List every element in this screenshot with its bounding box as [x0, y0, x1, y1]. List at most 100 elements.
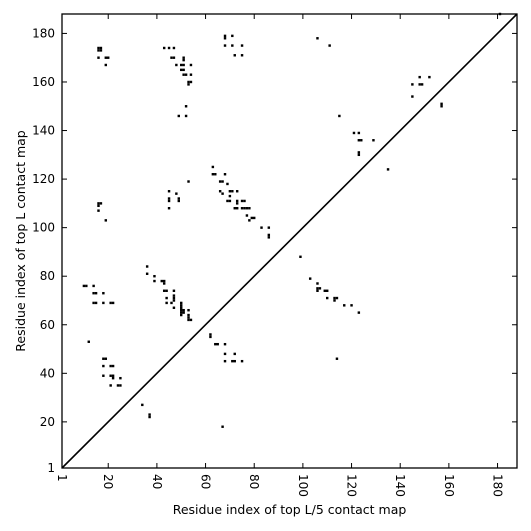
y-tick-label: 120 — [32, 172, 55, 186]
contact-point — [111, 374, 115, 377]
contact-point — [267, 233, 271, 237]
x-tick-label: 1 — [55, 474, 69, 482]
contact-point — [153, 279, 156, 283]
contact-point — [418, 83, 421, 86]
contact-point — [357, 139, 361, 142]
contact-point — [182, 63, 185, 67]
contact-point — [267, 236, 271, 239]
contact-point — [177, 199, 180, 203]
y-tick-label: 180 — [32, 26, 55, 40]
contact-point — [180, 311, 183, 314]
contact-point — [248, 207, 251, 210]
contact-point — [170, 56, 173, 59]
contact-point — [165, 296, 168, 300]
contact-point — [226, 199, 229, 203]
contact-point — [119, 376, 122, 380]
contact-point — [172, 289, 176, 292]
contact-point — [97, 46, 100, 50]
contact-point — [102, 357, 105, 360]
contact-point — [99, 49, 103, 52]
contact-point — [245, 214, 249, 217]
contact-point — [221, 425, 224, 428]
contact-point — [172, 306, 176, 309]
contact-point — [228, 190, 232, 193]
y-tick-label: 140 — [32, 124, 55, 138]
contact-point — [99, 46, 103, 50]
contact-point — [116, 384, 120, 387]
contact-point — [182, 311, 185, 314]
contact-point — [209, 335, 212, 339]
contact-point — [165, 301, 168, 305]
contact-point — [357, 311, 361, 314]
contact-point — [240, 207, 244, 210]
x-axis-label: Residue index of top L/5 contact map — [173, 502, 407, 517]
x-tick-label: 80 — [247, 474, 261, 489]
contact-point — [214, 173, 217, 176]
contact-point — [299, 255, 302, 258]
contact-point — [104, 56, 108, 59]
plot-frame — [61, 13, 518, 469]
contact-point — [104, 357, 108, 360]
contact-point — [175, 192, 178, 195]
contact-point — [328, 44, 331, 47]
contact-point — [209, 333, 212, 336]
contact-point — [231, 34, 234, 38]
y-tick-label: 80 — [40, 269, 55, 283]
contact-point — [235, 207, 239, 210]
contact-point — [187, 180, 190, 183]
contact-point — [180, 308, 183, 312]
contact-point — [223, 173, 227, 176]
x-tick-label: 60 — [199, 474, 213, 489]
contact-point — [119, 384, 122, 387]
contact-point — [167, 199, 171, 203]
contact-point — [189, 63, 193, 67]
contact-point — [87, 340, 90, 343]
x-tick-label: 120 — [345, 474, 359, 497]
contact-point — [323, 289, 326, 292]
contact-point — [223, 342, 227, 346]
contact-point — [107, 56, 110, 59]
contact-point — [440, 102, 443, 106]
contact-point — [104, 219, 108, 222]
contact-point — [245, 207, 249, 210]
contact-point — [326, 296, 329, 300]
contact-point — [182, 58, 185, 62]
contact-point — [418, 75, 421, 79]
contact-point — [162, 46, 166, 50]
y-tick-label: 40 — [40, 366, 55, 380]
contact-point — [172, 56, 176, 59]
x-axis-ticks: 1 20 40 60 80 100 120 140 160 180 — [55, 14, 505, 497]
contact-point — [250, 216, 253, 220]
contact-point — [338, 114, 341, 118]
contact-point — [428, 75, 431, 79]
contact-point — [233, 352, 236, 356]
contact-point — [145, 265, 149, 268]
y-tick-label: 20 — [40, 415, 55, 429]
contact-point — [235, 190, 239, 193]
contact-point — [97, 209, 100, 212]
contact-point — [162, 279, 166, 283]
diagonal-line — [61, 13, 518, 469]
contact-point — [160, 279, 163, 283]
x-tick-label: 20 — [101, 474, 115, 489]
contact-point — [233, 359, 236, 363]
x-tick-label: 160 — [442, 474, 456, 497]
contact-point — [189, 80, 193, 84]
contact-point — [145, 272, 149, 275]
contact-point — [102, 301, 105, 305]
contact-point — [240, 199, 244, 203]
contact-point — [111, 301, 115, 305]
contact-point — [172, 294, 176, 297]
contact-point — [180, 313, 183, 317]
contact-point — [228, 194, 232, 198]
contact-point — [111, 364, 115, 368]
contact-point — [223, 359, 227, 363]
contact-point — [357, 153, 361, 157]
contact-point — [260, 226, 263, 229]
contact-point — [231, 190, 234, 193]
contact-point — [233, 54, 236, 57]
contact-point — [167, 207, 171, 210]
contact-point — [82, 284, 86, 288]
contact-point — [357, 151, 361, 154]
